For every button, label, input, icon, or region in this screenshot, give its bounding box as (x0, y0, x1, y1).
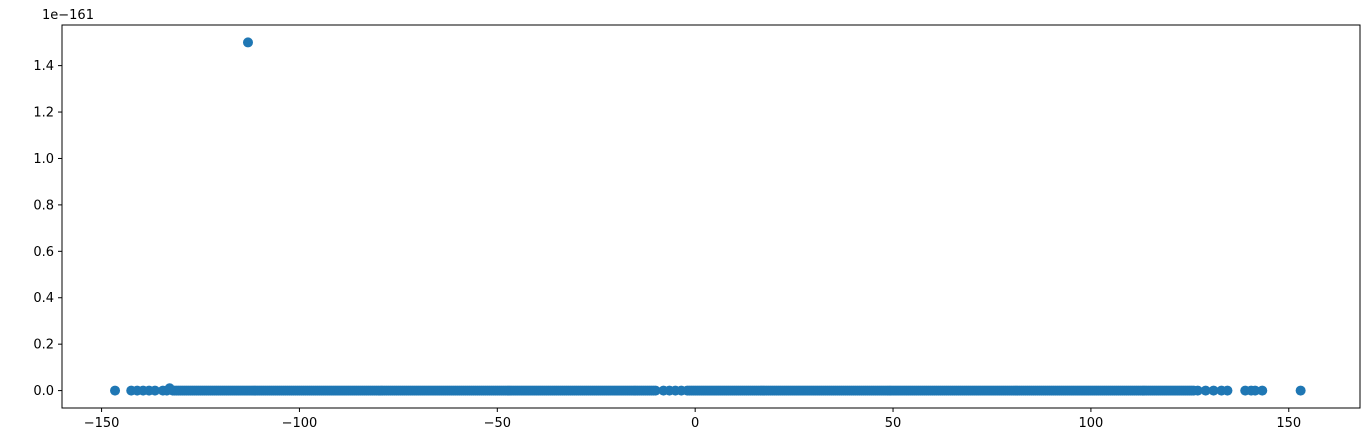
y-tick-label: 1.0 (33, 152, 54, 167)
data-point (1295, 385, 1306, 396)
data-point (242, 37, 253, 48)
x-tick-label: 0 (691, 416, 699, 431)
y-tick-label: 1.2 (33, 106, 54, 121)
data-point (650, 385, 661, 396)
data-point (1250, 385, 1261, 396)
x-tick-label: −150 (84, 416, 120, 431)
data-points (110, 37, 1306, 396)
data-point (1192, 385, 1203, 396)
plot-area-frame (61, 24, 1361, 409)
x-tick-label: 100 (1078, 416, 1103, 431)
x-axis: −150 −100 −50 0 50 100 150 (84, 408, 1301, 431)
data-point (110, 385, 121, 396)
y-tick-label: 0.4 (33, 291, 54, 306)
y-tick-label: 0.6 (33, 245, 54, 260)
x-tick-label: −100 (282, 416, 318, 431)
x-tick-label: −50 (484, 416, 511, 431)
data-point (150, 385, 160, 396)
data-point (1222, 385, 1233, 396)
data-point (1257, 385, 1268, 396)
data-point (1208, 385, 1219, 396)
y-axis: 0.0 0.2 0.4 0.6 0.8 1.0 1.2 1.4 (33, 59, 62, 399)
data-point (676, 385, 687, 396)
y-axis-offset-label: 1e−161 (42, 8, 94, 23)
x-tick-label: 150 (1276, 416, 1301, 431)
x-tick-label: 50 (885, 416, 902, 431)
y-tick-label: 0.8 (33, 198, 54, 213)
data-point (1200, 385, 1211, 396)
data-point (164, 383, 175, 394)
y-tick-label: 1.4 (33, 59, 54, 74)
y-tick-label: 0.0 (33, 384, 54, 399)
y-tick-label: 0.2 (33, 338, 54, 353)
